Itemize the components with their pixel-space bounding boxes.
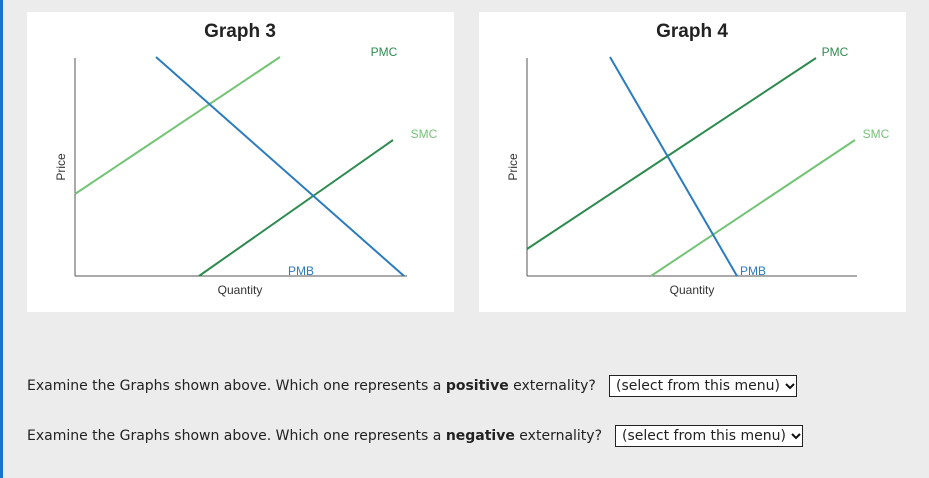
graph-3-smc-label: SMC: [411, 127, 438, 141]
graph-4-title: Graph 4: [656, 21, 728, 42]
graph-3-panel: Graph 3 Price Quantity PMC SMC PMB: [27, 12, 454, 312]
graph-4-pmc-label: PMC: [822, 45, 849, 59]
graph-4-plot: Graph 4 Price Quantity PMC SMC PMB: [506, 21, 890, 297]
chevron-down-icon: [785, 382, 795, 390]
negative-select-value: (select from this menu): [622, 428, 786, 444]
chevron-down-icon: [791, 432, 801, 440]
graph-3-pmc-label: PMC: [371, 45, 398, 59]
graph-3-title: Graph 3: [204, 21, 276, 42]
left-accent-bar: [0, 0, 3, 478]
graph-4-smc-label: SMC: [863, 127, 890, 141]
question-negative-prefix: Examine the Graphs shown above. Which on…: [27, 428, 446, 444]
question-negative-suffix: externality?: [514, 428, 603, 444]
graph-3-pmb-line: [155, 56, 405, 277]
question-positive-prefix: Examine the Graphs shown above. Which on…: [27, 378, 446, 394]
graph-4-smc-line: [650, 139, 856, 277]
graph-4-x-label: Quantity: [670, 283, 715, 297]
graph-3-smc-line: [74, 56, 281, 195]
positive-select-value: (select from this menu): [616, 378, 780, 394]
positive-externality-select[interactable]: (select from this menu): [609, 375, 797, 397]
question-positive-keyword: positive: [445, 378, 509, 394]
graph-3-x-label: Quantity: [218, 283, 263, 297]
graph-3-pmb-label: PMB: [288, 264, 314, 278]
question-negative-externality: Examine the Graphs shown above. Which on…: [27, 425, 602, 447]
graph-4-pmc-line: [526, 57, 817, 250]
question-positive-externality: Examine the Graphs shown above. Which on…: [27, 375, 596, 397]
graph-4-pmb-label: PMB: [740, 264, 766, 278]
graph-3-pmc-line: [198, 139, 394, 277]
question-positive-suffix: externality?: [508, 378, 596, 394]
graph-4-panel: Graph 4 Price Quantity PMC SMC PMB: [479, 12, 906, 312]
graph-4-pmb-line: [609, 56, 738, 277]
graph-4-y-label: Price: [506, 153, 520, 181]
question-negative-keyword: negative: [445, 428, 515, 444]
graph-3-y-label: Price: [54, 153, 68, 181]
graph-3-plot: Graph 3 Price Quantity PMC SMC PMB: [54, 21, 438, 297]
negative-externality-select[interactable]: (select from this menu): [615, 425, 803, 447]
